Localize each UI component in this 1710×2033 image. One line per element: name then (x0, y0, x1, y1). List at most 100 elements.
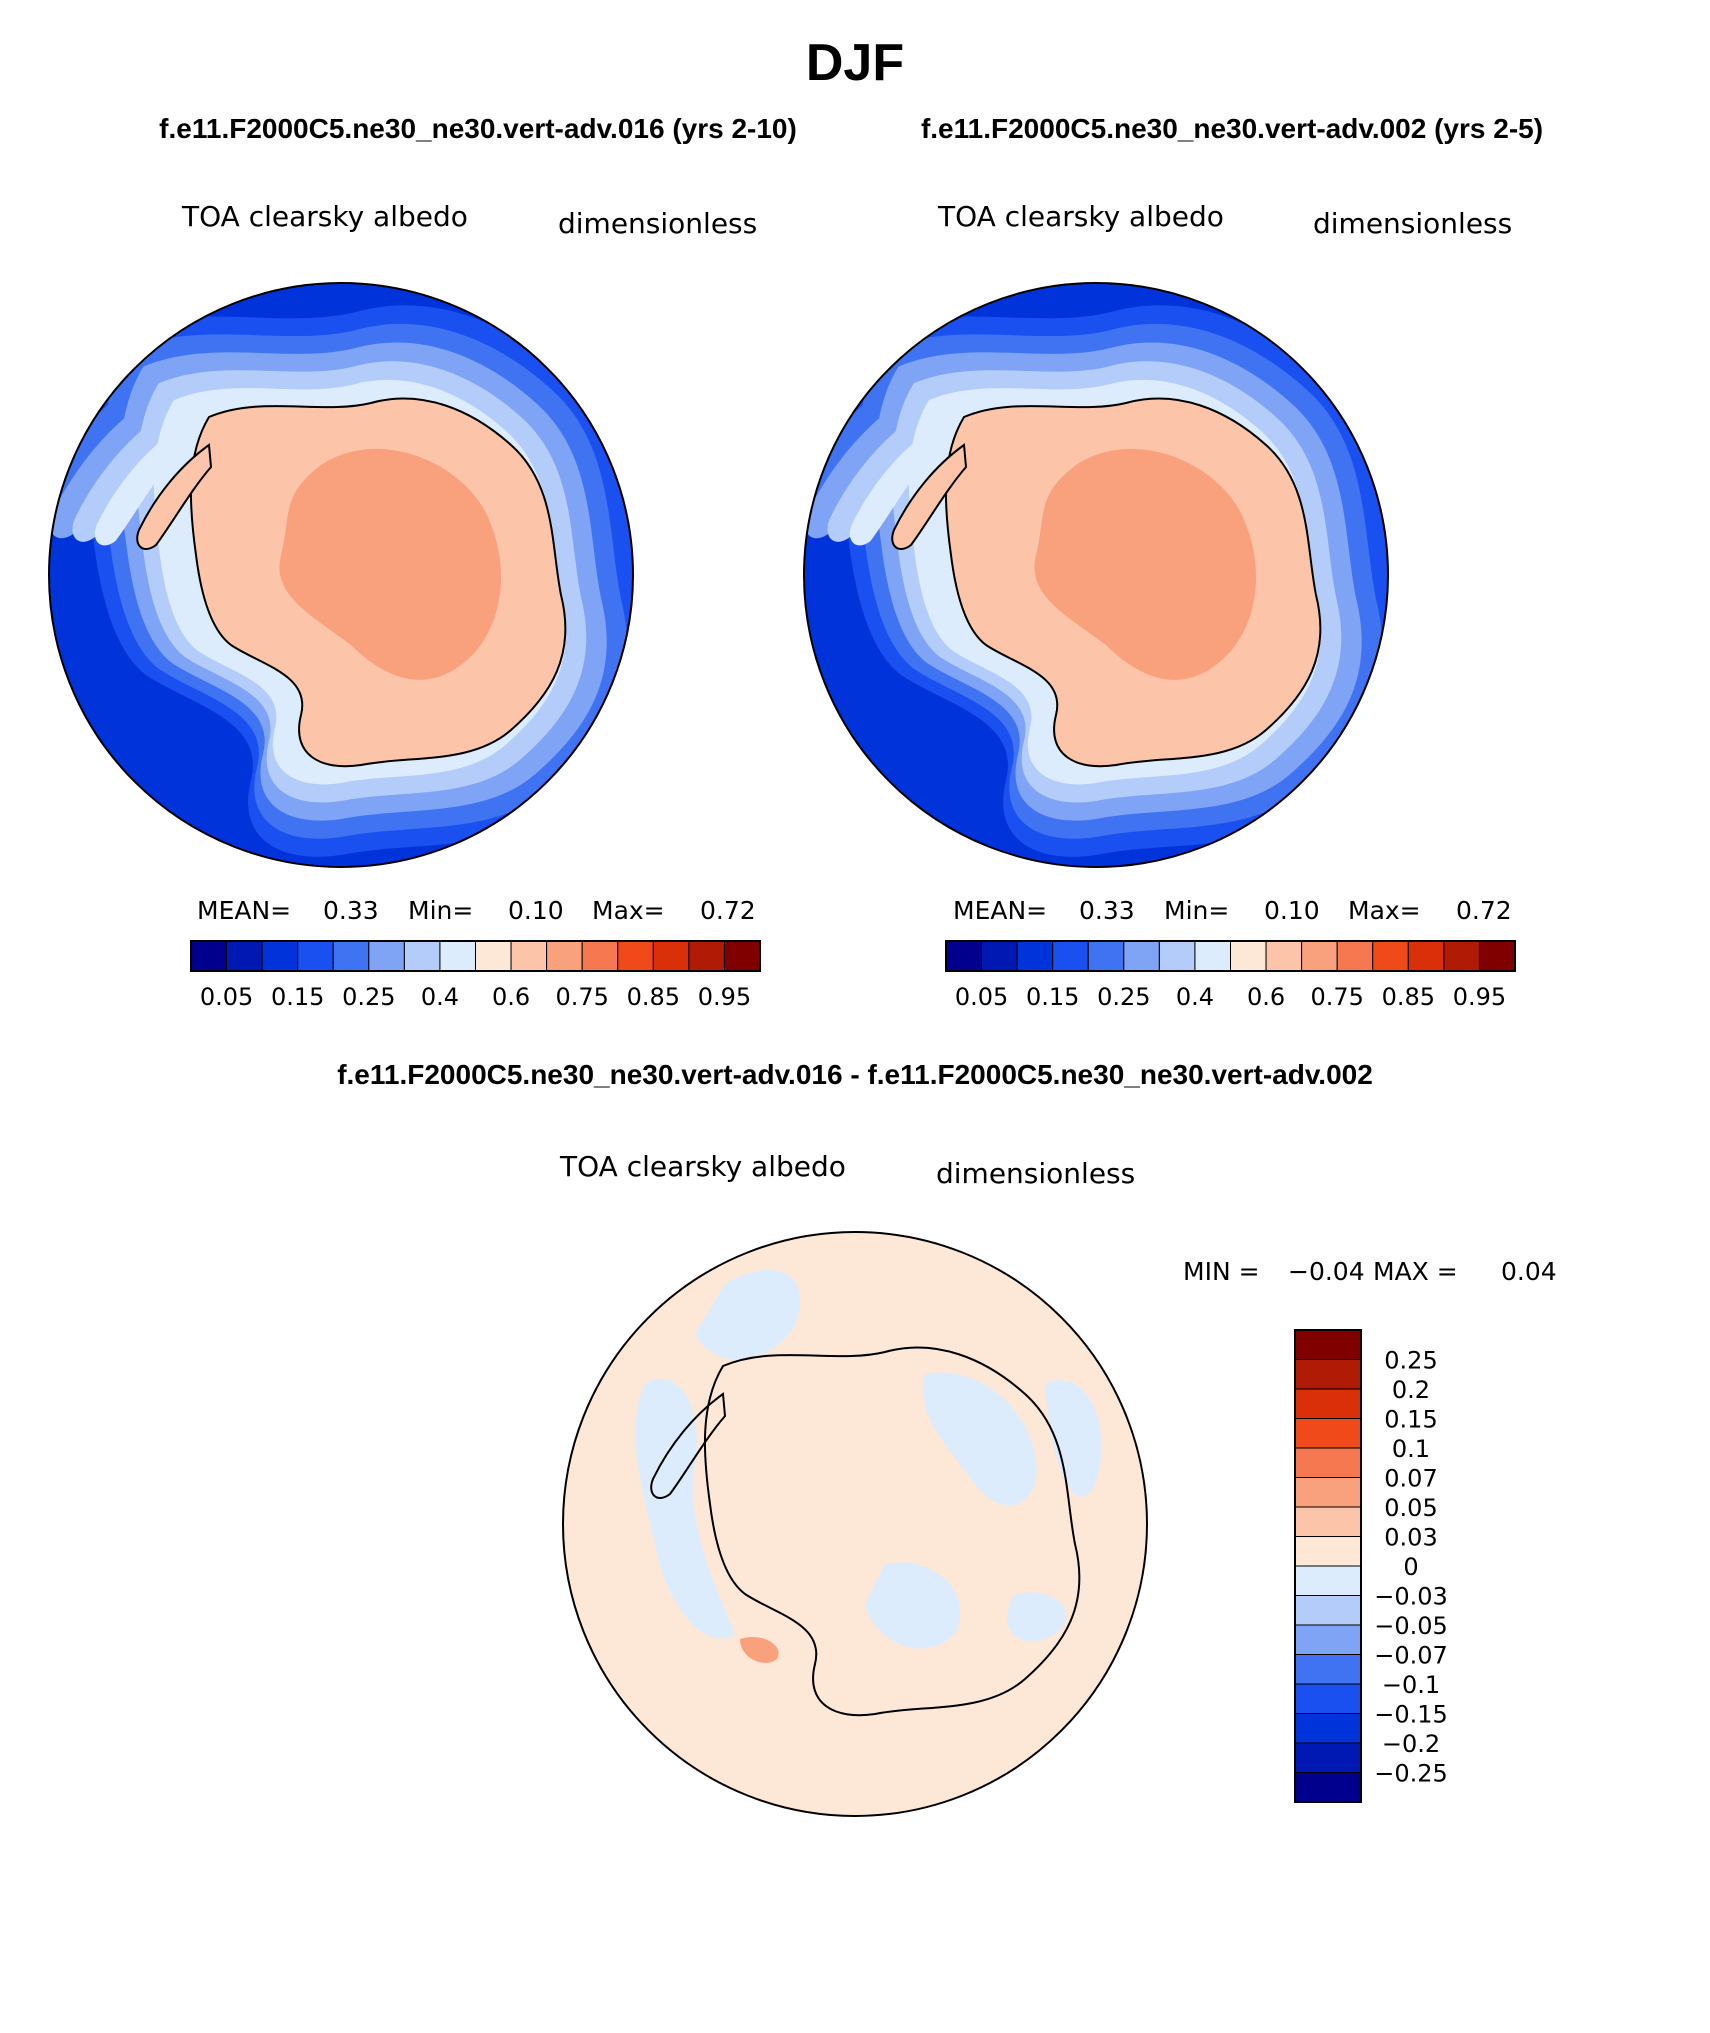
diff-panel-units: dimensionless (936, 1157, 1135, 1190)
colorbar-swatch (945, 940, 983, 972)
diff-colorbar-swatch (1294, 1713, 1362, 1744)
negative-anomaly-region (923, 1372, 1037, 1506)
max-value-left: 0.72 (700, 896, 756, 925)
colorbar-swatch (1336, 940, 1374, 972)
positive-anomaly-region (740, 1636, 779, 1663)
colorbar-tick-label: 0.05 (200, 983, 253, 1011)
negative-anomaly-region (1006, 1592, 1067, 1642)
season-title: DJF (806, 34, 904, 92)
diff-min-value: −0.04 (1288, 1257, 1365, 1286)
negative-anomaly-region (635, 1378, 735, 1639)
colorbar-swatch (581, 940, 619, 972)
map-diff (562, 1231, 1148, 1817)
diff-colorbar-swatch (1294, 1359, 1362, 1390)
negative-anomaly-region (1045, 1380, 1102, 1497)
colorbar-swatch (1123, 940, 1160, 972)
diff-colorbar-swatch (1294, 1477, 1362, 1508)
case-title-right: f.e11.F2000C5.ne30_ne30.vert-adv.002 (yr… (921, 113, 1543, 144)
colorbar-swatch (332, 940, 370, 972)
diff-max-label: MAX = (1373, 1257, 1458, 1286)
diff-colorbar-label: −0.1 (1382, 1671, 1440, 1699)
diff-colorbar-label: 0.15 (1384, 1406, 1437, 1434)
diff-colorbar-swatch (1294, 1506, 1362, 1537)
mean-value-right: 0.33 (1079, 896, 1135, 925)
negative-anomaly-region (695, 1269, 801, 1360)
colorbar-swatch (439, 940, 476, 972)
colorbar-tick-label: 0.95 (698, 983, 751, 1011)
colorbar-tick-label: 0.95 (1453, 983, 1506, 1011)
diff-colorbar-swatch (1294, 1772, 1362, 1803)
colorbar-swatch (1372, 940, 1409, 972)
diff-colorbar-label: 0.2 (1392, 1376, 1430, 1404)
colorbar-swatch (1087, 940, 1125, 972)
colorbar-tick-label: 0.75 (555, 983, 608, 1011)
colorbar-swatch (1158, 940, 1196, 972)
stats-right: MEAN= 0.33 Min= 0.10 Max= 0.72 (953, 896, 1512, 925)
diff-colorbar-swatch (1294, 1624, 1362, 1655)
diff-colorbar-swatch (1294, 1447, 1362, 1478)
colorbar-swatch (1301, 940, 1338, 972)
diff-title: f.e11.F2000C5.ne30_ne30.vert-adv.016 - f… (337, 1059, 1373, 1090)
colorbar-swatch (510, 940, 548, 972)
colorbar-tick-label: 0.15 (271, 983, 324, 1011)
colorbar-left: 0.05 0.15 0.25 0.4 0.6 0.75 0.85 0.95 (190, 940, 761, 1011)
diff-max-value: 0.04 (1501, 1257, 1557, 1286)
colorbar-tick-label: 0.4 (421, 983, 459, 1011)
mean-value-left: 0.33 (323, 896, 379, 925)
map-left (48, 282, 634, 868)
diff-colorbar-label: −0.05 (1374, 1612, 1448, 1640)
colorbar-swatch (1052, 940, 1089, 972)
colorbar-swatch (652, 940, 690, 972)
colorbar-tick-label: 0.85 (1382, 983, 1435, 1011)
colorbar-swatch (1478, 940, 1516, 972)
colorbar-swatch (617, 940, 654, 972)
stats-left: MEAN= 0.33 Min= 0.10 Max= 0.72 (197, 896, 756, 925)
diff-colorbar-swatch (1294, 1595, 1362, 1626)
diff-colorbar-label: 0.07 (1384, 1465, 1437, 1493)
mean-label-right: MEAN= (953, 896, 1047, 925)
diff-colorbar-swatch (1294, 1388, 1362, 1419)
colorbar-tick-label: 0.6 (492, 983, 530, 1011)
colorbar-swatch (1265, 940, 1303, 972)
min-label-left: Min= (408, 896, 473, 925)
colorbar-swatch (226, 940, 263, 972)
panel-left-variable: TOA clearsky albedo (181, 200, 468, 233)
diff-colorbar-swatch (1294, 1329, 1362, 1360)
colorbar-right: 0.05 0.15 0.25 0.4 0.6 0.75 0.85 0.95 (945, 940, 1516, 1011)
diff-colorbar-label: −0.25 (1374, 1760, 1448, 1788)
colorbar-tick-label: 0.6 (1247, 983, 1285, 1011)
min-label-right: Min= (1164, 896, 1229, 925)
panel-right-variable: TOA clearsky albedo (937, 200, 1224, 233)
colorbar-swatch (981, 940, 1018, 972)
colorbar-tick-label: 0.05 (955, 983, 1008, 1011)
diff-colorbar-swatch (1294, 1565, 1362, 1596)
map-right (803, 282, 1389, 868)
colorbar-swatch (475, 940, 512, 972)
diff-min-label: MIN = (1183, 1257, 1260, 1286)
colorbar-tick-label: 0.4 (1176, 983, 1214, 1011)
colorbar-swatch (190, 940, 228, 972)
min-value-right: 0.10 (1264, 896, 1320, 925)
max-label-left: Max= (592, 896, 665, 925)
colorbar-swatch (1230, 940, 1267, 972)
max-value-right: 0.72 (1456, 896, 1512, 925)
colorbar-tick-label: 0.75 (1310, 983, 1363, 1011)
min-value-left: 0.10 (508, 896, 564, 925)
colorbar-swatch (1194, 940, 1231, 972)
colorbar-swatch (723, 940, 761, 972)
colorbar-swatch (368, 940, 405, 972)
colorbar-swatch (261, 940, 299, 972)
diff-colorbar-label: 0.25 (1384, 1347, 1437, 1375)
colorbar-tick-label: 0.25 (1097, 983, 1150, 1011)
diff-colorbar-label: −0.03 (1374, 1583, 1448, 1611)
colorbar-tick-label: 0.85 (627, 983, 680, 1011)
diff-stats: MIN = −0.04 MAX = 0.04 (1183, 1257, 1557, 1286)
panel-left-units: dimensionless (558, 207, 757, 240)
case-title-left: f.e11.F2000C5.ne30_ne30.vert-adv.016 (yr… (159, 113, 797, 144)
diff-colorbar-label: 0.03 (1384, 1524, 1437, 1552)
diff-colorbar-label: −0.2 (1382, 1730, 1440, 1758)
colorbar-swatch (1443, 940, 1480, 972)
colorbar-swatch (1016, 940, 1054, 972)
diff-colorbar-label: 0.05 (1384, 1494, 1437, 1522)
